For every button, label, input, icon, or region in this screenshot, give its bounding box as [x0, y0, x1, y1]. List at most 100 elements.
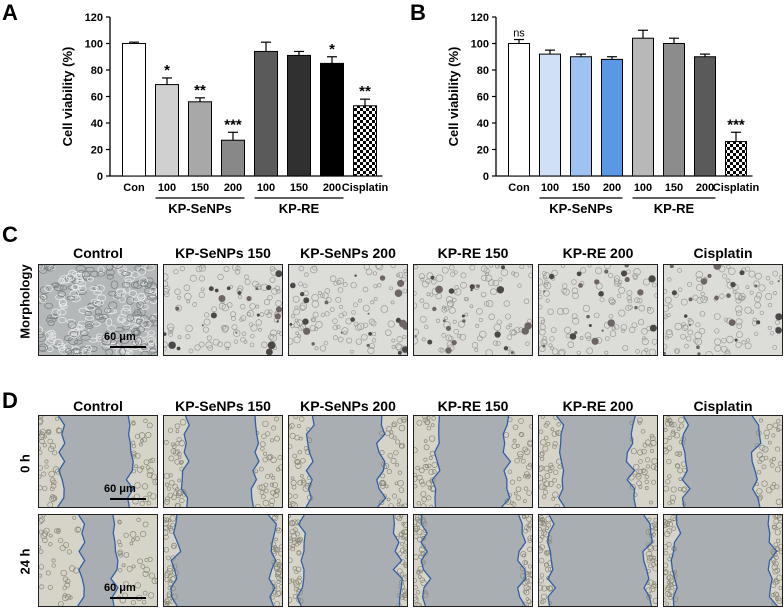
wound-micrograph-24h: [288, 514, 408, 607]
x-tick-label: Con: [123, 182, 145, 194]
x-tick-label: 100: [541, 182, 559, 194]
group-label-kp-senps: KP-SeNPs: [549, 201, 613, 216]
panel-letter-d: D: [2, 388, 18, 413]
x-tick-label: 150: [665, 182, 683, 194]
bar-chart-a: 0 20 40 60 80 100 120 Cell viability (%) Con * 100…: [60, 12, 389, 216]
wound-micrograph-24h: [163, 514, 283, 607]
x-tick-label: 150: [290, 182, 308, 194]
y-tick-label: 0: [97, 171, 103, 183]
wound-micrograph-0h: [38, 415, 158, 508]
y-tick-label: 20: [91, 145, 103, 157]
x-tick-label: 100: [257, 182, 275, 194]
bar: [694, 56, 716, 177]
panel-letter-c: C: [2, 222, 18, 247]
group-label-kp-senps: KP-SeNPs: [168, 201, 232, 216]
bar: [353, 105, 377, 177]
significance-label: *: [164, 62, 170, 79]
significance-label: ns: [513, 28, 525, 40]
scale-bar: [110, 498, 146, 500]
bar: [320, 62, 344, 177]
wound-micrograph-0h: [163, 415, 283, 508]
y-tick-label: 20: [477, 145, 489, 157]
panel-letter-b: B: [410, 0, 426, 25]
y-tick-label: 120: [471, 12, 489, 24]
bar: [221, 139, 245, 177]
bar: [632, 37, 654, 177]
bar: [188, 101, 212, 177]
y-tick-label: 100: [85, 39, 103, 51]
morphology-micrograph: [163, 264, 283, 356]
x-tick-label: Cisplatin: [713, 182, 760, 194]
wound-micrograph-0h: [413, 415, 533, 508]
bar: [122, 43, 146, 177]
panel-letter-a: A: [2, 0, 18, 25]
scale-bar-label: 60 μm: [104, 582, 136, 594]
morphology-column-title: KP-RE 200: [562, 245, 634, 261]
significance-label: ***: [727, 116, 745, 133]
significance-label: ***: [224, 116, 242, 133]
morphology-column-title: Control: [73, 245, 123, 261]
scale-bar: [110, 597, 146, 599]
row-label-24h: 24 h: [17, 548, 33, 575]
group-label-kp-re: KP-RE: [654, 201, 695, 216]
y-axis-label: Cell viability (%): [446, 47, 461, 147]
row-label-morphology: Morphology: [17, 264, 33, 339]
migration-column-title: KP-RE 150: [437, 398, 509, 414]
wound-micrograph-24h: [663, 514, 783, 607]
y-tick-label: 0: [483, 171, 489, 183]
morphology-column-title: KP-SeNPs 150: [175, 245, 271, 261]
y-tick-label: 40: [91, 118, 103, 130]
significance-label: **: [194, 82, 206, 99]
x-tick-label: 100: [634, 182, 652, 194]
bar: [539, 53, 561, 177]
bar: [570, 56, 592, 177]
migration-column-title: Cisplatin: [693, 398, 753, 414]
morphology-column-title: KP-RE 150: [437, 245, 509, 261]
x-tick-label: 200: [696, 182, 714, 194]
x-tick-label: 200: [323, 182, 341, 194]
bar: [508, 43, 530, 177]
x-tick-label: Cisplatin: [342, 182, 389, 194]
x-tick-label: 150: [572, 182, 590, 194]
morphology-micrograph: [663, 264, 783, 356]
y-tick-label: 80: [477, 65, 489, 77]
x-tick-label: Con: [508, 182, 530, 194]
migration-column-title: KP-RE 200: [562, 398, 634, 414]
bar: [155, 84, 179, 177]
y-tick-label: 80: [91, 65, 103, 77]
y-tick-label: 100: [471, 39, 489, 51]
y-tick-label: 120: [85, 12, 103, 24]
morphology-micrograph: [288, 264, 408, 356]
morphology-micrograph: [538, 264, 658, 356]
morphology-column-title: KP-SeNPs 200: [300, 245, 396, 261]
bar: [254, 50, 278, 177]
bar: [601, 58, 623, 177]
morphology-micrograph: [38, 264, 158, 356]
bar-chart-b: 0 20 40 60 80 100 120 Cell viability (%) ns Con 10…: [446, 12, 760, 216]
x-tick-label: 150: [191, 182, 209, 194]
scale-bar: [110, 346, 146, 348]
row-label-0h: 0 h: [17, 454, 33, 473]
y-tick-label: 40: [477, 118, 489, 130]
wound-micrograph-0h: [288, 415, 408, 508]
scale-bar-label: 60 μm: [104, 331, 136, 343]
significance-label: *: [329, 41, 335, 58]
bar: [663, 43, 685, 177]
migration-column-title: KP-SeNPs 150: [175, 398, 271, 414]
wound-micrograph-0h: [538, 415, 658, 508]
wound-micrograph-24h: [38, 514, 158, 607]
morphology-micrograph: [413, 264, 533, 356]
migration-column-title: Control: [73, 398, 123, 414]
y-axis-label: Cell viability (%): [60, 47, 75, 147]
significance-label: **: [359, 83, 371, 100]
wound-micrograph-24h: [538, 514, 658, 607]
bar: [287, 54, 311, 177]
y-tick-label: 60: [91, 92, 103, 104]
x-tick-label: 200: [224, 182, 242, 194]
scale-bar-label: 60 μm: [104, 483, 136, 495]
wound-micrograph-0h: [663, 415, 783, 508]
x-tick-label: 100: [158, 182, 176, 194]
wound-micrograph-24h: [413, 514, 533, 607]
x-tick-label: 200: [603, 182, 621, 194]
y-tick-label: 60: [477, 92, 489, 104]
